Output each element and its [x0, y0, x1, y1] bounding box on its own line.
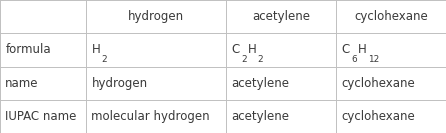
Text: H: H: [91, 43, 100, 56]
Text: acetylene: acetylene: [231, 77, 289, 90]
Text: molecular hydrogen: molecular hydrogen: [91, 110, 210, 123]
Text: 2: 2: [101, 55, 107, 64]
Text: formula: formula: [5, 43, 51, 56]
Text: 12: 12: [368, 55, 379, 64]
Text: 6: 6: [351, 55, 357, 64]
Text: 2: 2: [241, 55, 247, 64]
Text: hydrogen: hydrogen: [91, 77, 148, 90]
Text: cyclohexane: cyclohexane: [341, 77, 415, 90]
Text: 2: 2: [258, 55, 264, 64]
Text: C: C: [341, 43, 349, 56]
Text: H: H: [358, 43, 367, 56]
Text: H: H: [248, 43, 257, 56]
Text: C: C: [231, 43, 239, 56]
Text: hydrogen: hydrogen: [128, 10, 184, 23]
Text: acetylene: acetylene: [252, 10, 310, 23]
Text: acetylene: acetylene: [231, 110, 289, 123]
Text: cyclohexane: cyclohexane: [354, 10, 428, 23]
Text: name: name: [5, 77, 39, 90]
Text: IUPAC name: IUPAC name: [5, 110, 77, 123]
Text: cyclohexane: cyclohexane: [341, 110, 415, 123]
